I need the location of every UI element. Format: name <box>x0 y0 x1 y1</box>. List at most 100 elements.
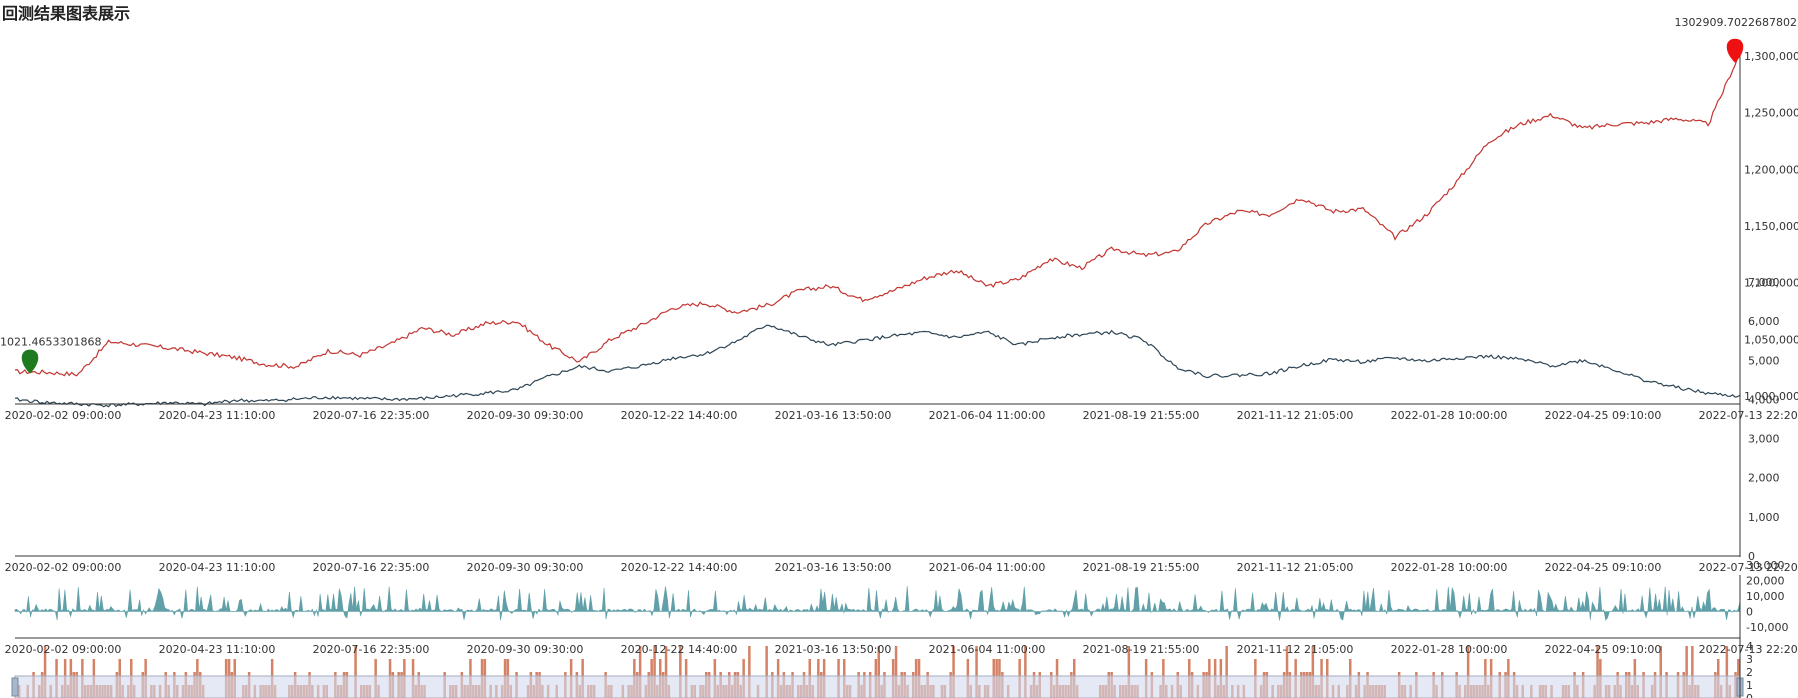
series-line <box>14 50 1741 377</box>
equity-line-chart <box>14 50 1741 377</box>
y-tick-label: 1,250,000 <box>1744 107 1798 120</box>
x-tick-label: 2021-03-16 13:50:00 <box>775 643 892 656</box>
y-tick-label: 3,000 <box>1748 433 1780 446</box>
y-tick-label: 1,000 <box>1748 511 1780 524</box>
y-tick-label: -10,000 <box>1746 621 1788 634</box>
data-zoom-slider[interactable] <box>11 675 1744 698</box>
trade-bar <box>894 646 898 698</box>
trade-bar <box>43 646 47 698</box>
trade-bar <box>1225 646 1228 698</box>
x-tick-label: 2020-09-30 09:30:00 <box>467 409 584 422</box>
sell-marker-icon <box>1726 38 1744 63</box>
x-tick-label: 2021-03-16 13:50:00 <box>775 409 892 422</box>
x-tick-label: 2021-11-12 21:05:00 <box>1237 409 1354 422</box>
series-line <box>14 324 1741 408</box>
y-tick-label: 0 <box>1746 606 1753 619</box>
y-tick-label: 1 <box>1746 679 1753 692</box>
y-tick-label: 1,200,000 <box>1744 163 1798 176</box>
trade-bar <box>748 646 751 698</box>
axis-layer: 2020-02-02 09:00:00 2020-04-23 11:10:00 20… <box>5 40 1798 698</box>
x-tick-label: 2021-06-04 11:00:00 <box>929 561 1046 574</box>
buy-marker-icon <box>21 349 39 374</box>
trade-bar <box>1285 646 1289 698</box>
y-tick-label: 10,000 <box>1746 590 1785 603</box>
x-tick-label: 2021-03-16 13:50:00 <box>775 561 892 574</box>
y-tick-label: 6,000 <box>1748 315 1780 328</box>
y-tick-label: 2 <box>1746 666 1753 679</box>
trade-bar <box>653 646 656 698</box>
x-tick-label: 2021-08-19 21:55:00 <box>1083 561 1200 574</box>
x-tick-label: 2020-04-23 11:10:00 <box>159 409 276 422</box>
x-tick-label: 2021-08-19 21:55:00 <box>1083 409 1200 422</box>
returns-area-chart <box>14 585 1741 621</box>
end-value-label: 1302909.7022687802 <box>1675 16 1797 29</box>
x-tick-label: 2022-04-25 09:10:00 <box>1545 409 1662 422</box>
x-tick-label: 2022-07-13 22:20:00 <box>1699 561 1798 574</box>
x-tick-label: 2020-02-02 09:00:00 <box>5 409 122 422</box>
x-tick-label: 2020-12-22 14:40:00 <box>621 409 738 422</box>
x-tick-label: 2022-01-28 10:00:00 <box>1391 561 1508 574</box>
y-tick-label: 0 <box>1748 550 1755 563</box>
y-tick-label: 0 <box>1746 692 1753 698</box>
y-tick-label: 20,000 <box>1746 575 1785 588</box>
y-tick-label: 1,100,000 <box>1744 277 1798 290</box>
zoom-handle-left[interactable] <box>11 677 19 697</box>
y-tick-label: 7,000 <box>1748 276 1780 289</box>
y-tick-label: 4,000 <box>1748 393 1780 406</box>
x-tick-label: 2020-09-30 09:30:00 <box>467 643 584 656</box>
trade-bar <box>664 646 668 698</box>
x-tick-label: 2020-09-30 09:30:00 <box>467 561 584 574</box>
trade-bar <box>638 646 642 698</box>
y-tick-label: 1,300,000 <box>1744 50 1798 63</box>
x-tick-label: 2020-02-02 09:00:00 <box>5 643 122 656</box>
trade-bar <box>1691 646 1694 698</box>
y-tick-label: 5,000 <box>1748 354 1780 367</box>
x-tick-label: 2022-07-13 22:20:00 <box>1699 643 1798 656</box>
x-tick-label: 2021-08-19 21:55:00 <box>1083 643 1200 656</box>
trade-bar <box>952 646 955 698</box>
trade-bar <box>1024 646 1027 698</box>
y-tick-label: 2,000 <box>1748 472 1780 485</box>
y-tick-label: 1,050,000 <box>1744 333 1798 346</box>
y-tick-label: 3 <box>1746 653 1753 666</box>
trade-bar <box>1311 646 1315 698</box>
x-tick-label: 2020-12-22 14:40:00 <box>621 643 738 656</box>
x-tick-label: 2022-04-25 09:10:00 <box>1545 643 1662 656</box>
trade-bar <box>1725 646 1729 698</box>
zoom-slider-track[interactable] <box>14 675 1741 698</box>
x-tick-label: 2020-02-02 09:00:00 <box>5 561 122 574</box>
x-tick-label: 2020-07-16 22:35:00 <box>313 643 430 656</box>
x-tick-label: 2021-11-12 21:05:00 <box>1237 643 1354 656</box>
trade-bar <box>1659 646 1662 698</box>
trade-bar <box>354 646 357 698</box>
trade-bar <box>1596 646 1599 698</box>
trade-bar <box>975 646 978 698</box>
x-tick-label: 2021-06-04 11:00:00 <box>929 643 1046 656</box>
x-tick-label: 2020-12-22 14:40:00 <box>621 561 738 574</box>
trade-bar <box>1685 646 1688 698</box>
trade-bar <box>765 646 768 698</box>
trade-bar <box>1466 646 1470 698</box>
x-tick-label: 2020-07-16 22:35:00 <box>313 409 430 422</box>
marker-layer: 1021.4653301868 1302909.7022687802 <box>0 16 1797 374</box>
trade-bar <box>1127 646 1131 698</box>
trade-bar <box>679 646 682 698</box>
x-tick-label: 2020-07-16 22:35:00 <box>313 561 430 574</box>
start-value-label: 1021.4653301868 <box>0 336 101 349</box>
x-tick-label: 2020-04-23 11:10:00 <box>159 643 276 656</box>
page-title: 回测结果图表展示 <box>2 4 131 23</box>
y-tick-label: 1,000,000 <box>1744 390 1798 403</box>
x-tick-label: 2022-01-28 10:00:00 <box>1391 643 1508 656</box>
x-tick-label: 2021-06-04 11:00:00 <box>929 409 1046 422</box>
x-tick-label: 2022-01-28 10:00:00 <box>1391 409 1508 422</box>
x-tick-label: 2021-11-12 21:05:00 <box>1237 561 1354 574</box>
y-tick-label: 30,000 <box>1746 559 1785 572</box>
benchmark-line-chart <box>14 324 1741 408</box>
x-tick-label: 2022-04-25 09:10:00 <box>1545 561 1662 574</box>
trade-bar <box>877 646 880 698</box>
y-tick-label: 1,150,000 <box>1744 220 1798 233</box>
returns-area <box>14 585 1741 621</box>
x-tick-label: 2022-07-13 22:20:00 <box>1699 409 1798 422</box>
x-tick-label: 2020-04-23 11:10:00 <box>159 561 276 574</box>
